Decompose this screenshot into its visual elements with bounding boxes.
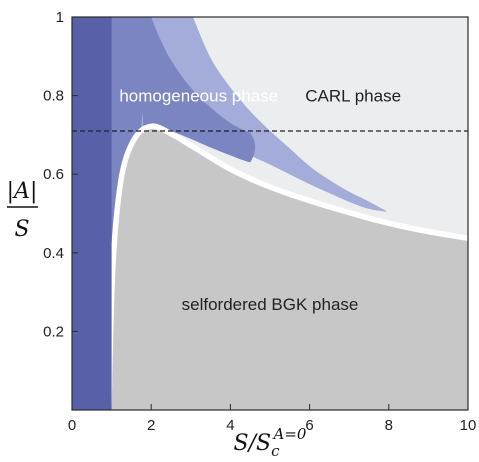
outer-band-region	[141, 17, 387, 212]
y-axis-ticks: 0.2 0.4 0.6 0.8 1	[43, 9, 78, 340]
x-tick-label: 4	[226, 417, 234, 434]
x-axis-label: S/ScA=0	[234, 425, 307, 460]
y-tick-label: 0.4	[43, 245, 64, 262]
y-tick-label: 0.2	[43, 323, 64, 340]
y-axis-label-numerator: |A|	[7, 179, 38, 204]
plot-frame	[71, 16, 469, 411]
homogeneous-phase-label: homogeneous phase	[119, 87, 278, 106]
homogeneous-strip-region	[72, 17, 112, 410]
x-axis-label-base: S/S	[234, 431, 272, 456]
bgk-phase-region	[111, 128, 468, 410]
y-axis-label: |A| S	[7, 179, 38, 242]
x-axis-ticks: 0 2 4 6 8 10	[68, 404, 477, 434]
carl-phase-label: CARL phase	[305, 87, 401, 106]
x-axis-label-superscript: A=0	[272, 425, 307, 443]
bgk-phase-label: selfordered BGK phase	[182, 295, 359, 314]
x-tick-label: 6	[305, 417, 313, 434]
x-tick-label: 0	[68, 417, 76, 434]
y-tick-label: 0.8	[43, 88, 64, 105]
y-tick-label: 0.6	[43, 166, 64, 183]
y-tick-label: 1	[56, 9, 64, 26]
x-tick-label: 8	[385, 417, 393, 434]
x-tick-label: 2	[147, 417, 155, 434]
x-tick-label: 10	[460, 417, 477, 434]
inner-band-region	[139, 17, 256, 163]
y-axis-label-denominator: S	[14, 217, 29, 242]
x-axis-label-subscript: c	[271, 442, 280, 460]
